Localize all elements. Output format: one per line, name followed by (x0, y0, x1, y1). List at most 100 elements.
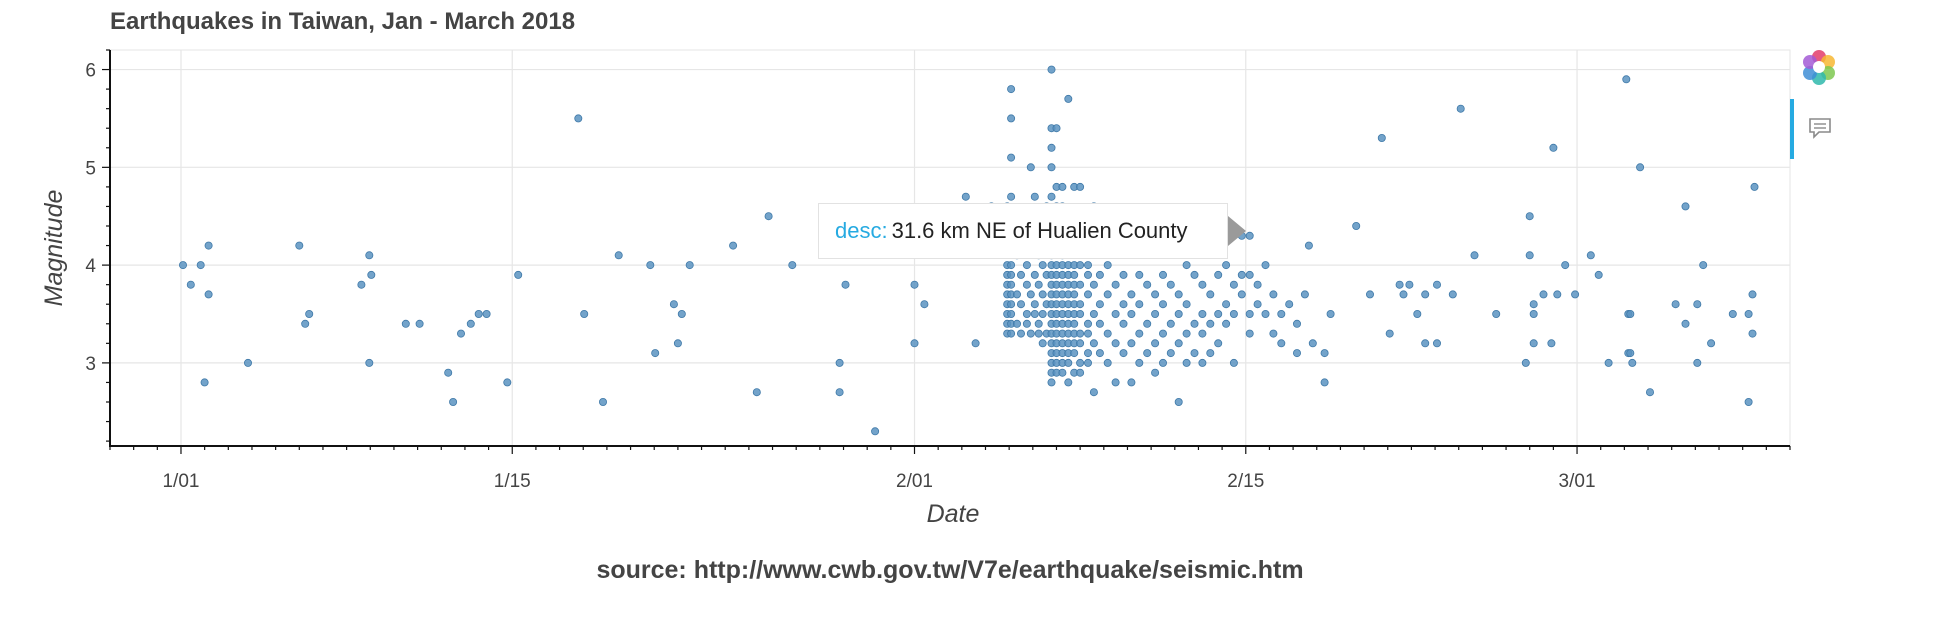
data-point[interactable] (1076, 339, 1085, 348)
data-point[interactable] (1007, 270, 1016, 279)
data-point[interactable] (1285, 300, 1294, 309)
data-point[interactable] (1095, 270, 1104, 279)
hover-tool-icon[interactable] (1807, 115, 1833, 141)
data-point[interactable] (961, 192, 970, 201)
data-point[interactable] (1492, 309, 1501, 318)
data-point[interactable] (677, 309, 686, 318)
data-point[interactable] (178, 261, 187, 270)
data-point[interactable] (444, 368, 453, 377)
data-point[interactable] (1628, 358, 1637, 367)
data-point[interactable] (1143, 280, 1152, 289)
data-point[interactable] (1058, 182, 1067, 191)
data-point[interactable] (1017, 270, 1026, 279)
data-point[interactable] (1604, 358, 1613, 367)
data-point[interactable] (1253, 280, 1262, 289)
data-point[interactable] (1214, 309, 1223, 318)
data-point[interactable] (1143, 349, 1152, 358)
data-point[interactable] (1007, 329, 1016, 338)
data-point[interactable] (1190, 349, 1199, 358)
data-point[interactable] (1748, 290, 1757, 299)
data-point[interactable] (1030, 270, 1039, 279)
data-point[interactable] (1626, 309, 1635, 318)
data-point[interactable] (1038, 261, 1047, 270)
data-point[interactable] (1026, 329, 1035, 338)
data-point[interactable] (1748, 329, 1757, 338)
data-point[interactable] (1553, 290, 1562, 299)
data-point[interactable] (1064, 358, 1073, 367)
data-point[interactable] (1320, 378, 1329, 387)
data-point[interactable] (1111, 280, 1120, 289)
data-point[interactable] (1159, 270, 1168, 279)
data-point[interactable] (599, 397, 608, 406)
data-point[interactable] (1405, 280, 1414, 289)
data-point[interactable] (1151, 368, 1160, 377)
data-point[interactable] (1017, 300, 1026, 309)
data-point[interactable] (1269, 290, 1278, 299)
data-point[interactable] (1681, 319, 1690, 328)
data-point[interactable] (1127, 309, 1136, 318)
data-point[interactable] (764, 212, 773, 221)
data-point[interactable] (1151, 290, 1160, 299)
data-point[interactable] (1293, 349, 1302, 358)
data-point[interactable] (1159, 329, 1168, 338)
data-point[interactable] (1366, 290, 1375, 299)
data-point[interactable] (1103, 329, 1112, 338)
data-point[interactable] (1222, 319, 1231, 328)
data-point[interactable] (1229, 280, 1238, 289)
data-point[interactable] (1300, 290, 1309, 299)
data-point[interactable] (1561, 261, 1570, 270)
data-point[interactable] (1089, 388, 1098, 397)
data-point[interactable] (1237, 270, 1246, 279)
data-point[interactable] (1222, 300, 1231, 309)
data-point[interactable] (1047, 65, 1056, 74)
data-point[interactable] (1127, 339, 1136, 348)
data-point[interactable] (1070, 270, 1079, 279)
data-point[interactable] (1058, 368, 1067, 377)
data-point[interactable] (1198, 280, 1207, 289)
data-point[interactable] (1013, 319, 1022, 328)
data-point[interactable] (1119, 270, 1128, 279)
data-point[interactable] (1586, 251, 1595, 260)
data-point[interactable] (1030, 309, 1039, 318)
data-point[interactable] (1395, 280, 1404, 289)
data-point[interactable] (1089, 339, 1098, 348)
data-point[interactable] (357, 280, 366, 289)
data-point[interactable] (1174, 309, 1183, 318)
data-point[interactable] (841, 280, 850, 289)
data-point[interactable] (1151, 309, 1160, 318)
data-point[interactable] (1166, 349, 1175, 358)
data-point[interactable] (1095, 319, 1104, 328)
data-point[interactable] (574, 114, 583, 123)
data-point[interactable] (1089, 280, 1098, 289)
data-point[interactable] (1245, 329, 1254, 338)
data-point[interactable] (1038, 290, 1047, 299)
data-point[interactable] (1022, 280, 1031, 289)
data-point[interactable] (1174, 290, 1183, 299)
data-point[interactable] (1070, 319, 1079, 328)
data-point[interactable] (1744, 309, 1753, 318)
data-point[interactable] (1103, 358, 1112, 367)
data-point[interactable] (1166, 319, 1175, 328)
data-point[interactable] (1293, 319, 1302, 328)
data-point[interactable] (514, 270, 523, 279)
data-point[interactable] (1245, 309, 1254, 318)
data-point[interactable] (1034, 280, 1043, 289)
data-point[interactable] (1448, 290, 1457, 299)
data-point[interactable] (1135, 329, 1144, 338)
data-point[interactable] (466, 319, 475, 328)
data-point[interactable] (1229, 309, 1238, 318)
data-point[interactable] (1693, 300, 1702, 309)
data-point[interactable] (1064, 378, 1073, 387)
data-point[interactable] (1111, 309, 1120, 318)
data-point[interactable] (1377, 133, 1386, 142)
data-point[interactable] (1206, 290, 1215, 299)
data-point[interactable] (1198, 309, 1207, 318)
data-point[interactable] (1529, 339, 1538, 348)
data-point[interactable] (204, 241, 213, 250)
data-point[interactable] (1135, 270, 1144, 279)
data-point[interactable] (1038, 309, 1047, 318)
data-point[interactable] (482, 309, 491, 318)
data-point[interactable] (673, 339, 682, 348)
data-point[interactable] (243, 358, 252, 367)
data-point[interactable] (1206, 349, 1215, 358)
